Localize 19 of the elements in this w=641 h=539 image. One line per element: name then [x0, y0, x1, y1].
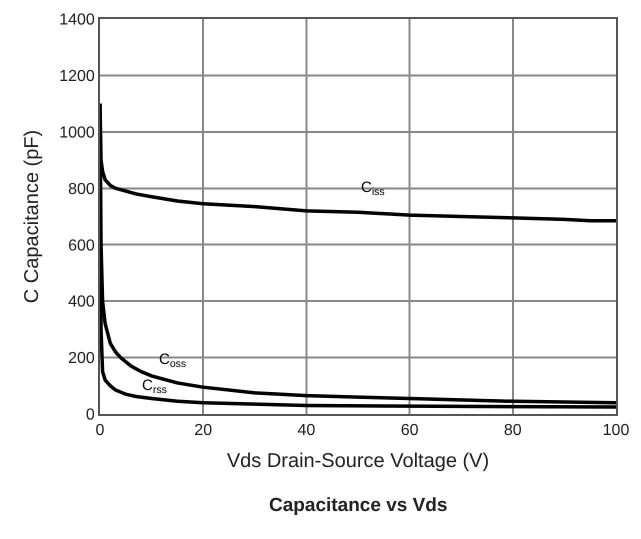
series-label: C$_{rss}$	[142, 377, 167, 396]
y-tick-label: 200	[68, 350, 95, 368]
x-tick-label: 40	[298, 422, 316, 440]
y-tick-label: 400	[68, 294, 95, 311]
y-tick-label: 1400	[59, 12, 95, 29]
x-tick-label: 100	[602, 422, 630, 440]
y-tick-label: 600	[68, 237, 95, 254]
series-label: C$_{iss}$	[361, 179, 385, 198]
text: Capacitance vs Vds	[269, 495, 448, 516]
y-tick-label: 1200	[59, 68, 95, 86]
series-label: C$_{oss}$	[159, 351, 186, 370]
y-axis-title: C Capacitance (pF)	[21, 130, 44, 304]
y-tick-label: 1000	[59, 124, 95, 142]
x-tick-label: 20	[194, 422, 212, 440]
y-tick-label: 0	[86, 406, 95, 424]
x-axis-title: Vds Drain-Source Voltage (V)	[226, 450, 490, 472]
x-tick-label: 60	[400, 422, 419, 440]
x-tick-label: 80	[504, 422, 522, 440]
y-tick-label: 800	[68, 180, 95, 198]
